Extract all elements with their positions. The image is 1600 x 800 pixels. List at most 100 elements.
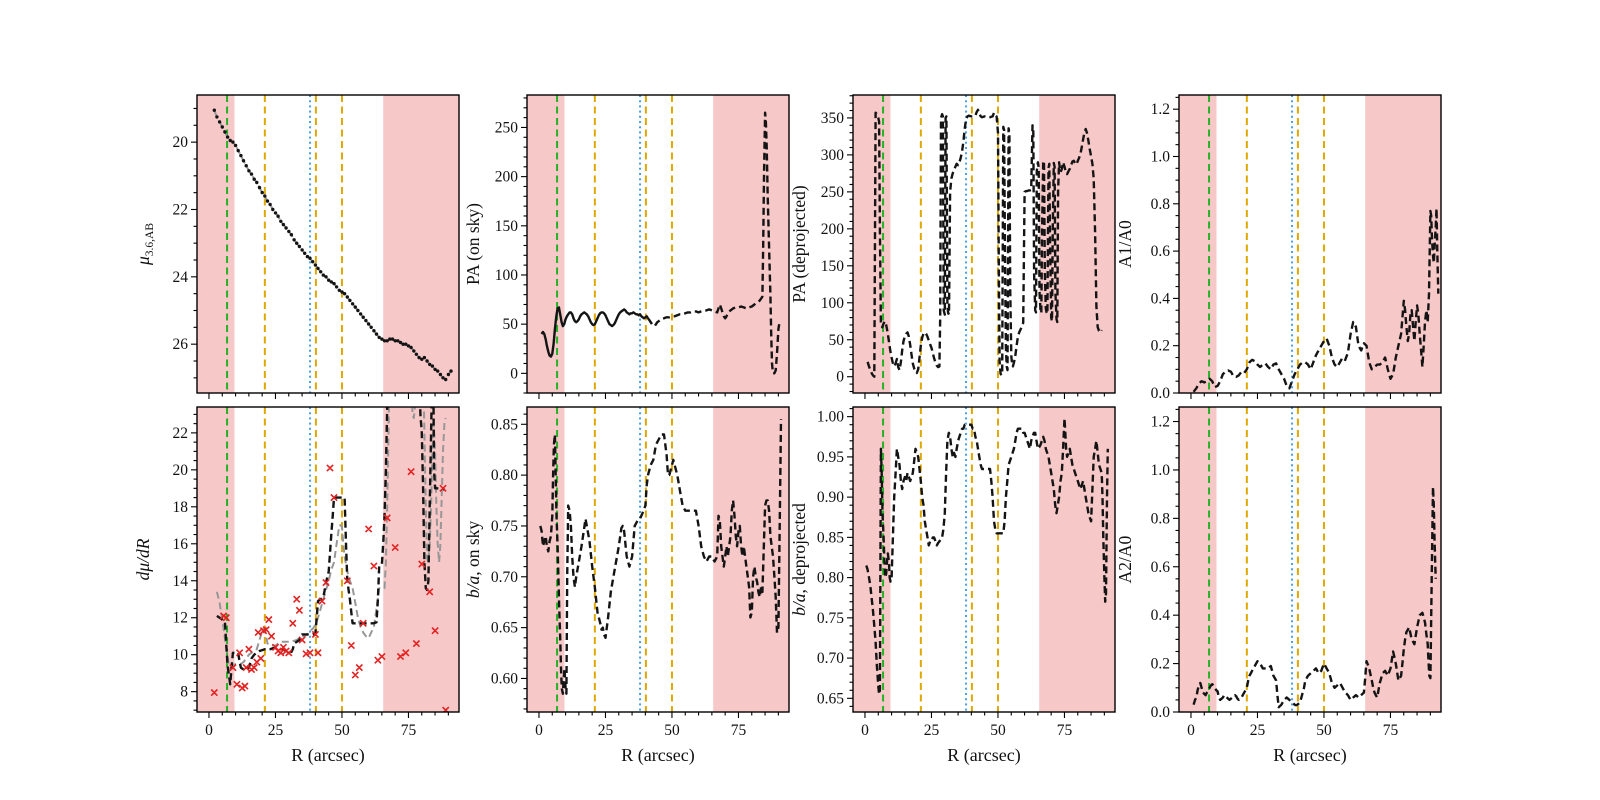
- series-pa-inner: [540, 306, 650, 358]
- plot-border: [526, 94, 790, 394]
- y-tick-label: 0.8: [1151, 510, 1171, 527]
- y-tick-label: 300: [821, 147, 845, 164]
- tick-labels: 8 10 12 14 16 18 20 22 0 25 50 75: [173, 425, 417, 739]
- x-tick-label: 75: [731, 722, 747, 739]
- masked-region-shading: [383, 407, 459, 712]
- y-tick-label: 150: [821, 258, 845, 275]
- y-axis-label: dμ/dR: [133, 538, 153, 580]
- x-tick-label: 25: [598, 722, 614, 739]
- x-tick-label: 50: [664, 722, 680, 739]
- series-pa-outer: [647, 111, 781, 375]
- x-tick-label: 0: [1187, 722, 1195, 739]
- y-tick-label: 0.65: [491, 620, 518, 637]
- y-tick-label: 22: [173, 201, 189, 218]
- y-tick-label: 1.2: [1151, 101, 1170, 118]
- axis-ticks: [847, 408, 1105, 718]
- series-ba-on-sky-profile: [539, 419, 783, 695]
- y-tick-label: 0: [510, 365, 518, 382]
- axis-ticks: [191, 413, 449, 718]
- masked-region-shading: [1179, 407, 1217, 712]
- y-tick-label: 0.0: [1151, 385, 1171, 402]
- y-tick-label: 50: [503, 316, 519, 333]
- y-tick-label: 0.2: [1151, 338, 1170, 355]
- y-tick-label: 10: [173, 647, 189, 664]
- masked-region-shading: [1365, 95, 1441, 393]
- y-axis-label: A2/A0: [1115, 535, 1135, 583]
- y-tick-label: 250: [821, 184, 845, 201]
- y-tick-label: 0.60: [491, 670, 518, 687]
- y-tick-label: 24: [173, 269, 189, 286]
- y-tick-label: 20: [173, 134, 189, 151]
- y-tick-label: 18: [173, 499, 189, 516]
- series-gradient-smoothed: [215, 407, 447, 669]
- x-axis-label: R (arcsec): [291, 745, 364, 766]
- y-tick-label: 250: [495, 119, 519, 136]
- masked-region-shading: [383, 95, 459, 393]
- y-tick-label: 0.4: [1151, 607, 1171, 624]
- y-axis-label: b/a, deprojected: [789, 503, 809, 616]
- masked-region-shading: [713, 95, 789, 393]
- y-axis-label: PA (on sky): [463, 203, 483, 285]
- x-tick-label: 50: [990, 722, 1006, 739]
- y-tick-label: 22: [173, 425, 189, 442]
- y-axis-label: A1/A0: [1115, 220, 1135, 268]
- series-ba-deprojected-profile: [865, 417, 1109, 696]
- masked-region-shading: [853, 95, 891, 393]
- tick-labels: 0.0 0.2 0.4 0.6 0.8 1.0 1.2: [1151, 101, 1171, 402]
- y-tick-label: 0.70: [491, 569, 518, 586]
- y-tick-label: 14: [173, 573, 189, 590]
- axis-ticks: [1173, 408, 1431, 718]
- y-tick-label: 0.70: [817, 650, 844, 667]
- panel-mu-gradient: 8 10 12 14 16 18 20 22 0 25 50 75 dμ/dR R (arcsec): [133, 406, 460, 766]
- y-tick-label: 0.4: [1151, 290, 1171, 307]
- y-tick-label: 0: [836, 369, 844, 386]
- x-axis-label: R (arcsec): [947, 745, 1020, 766]
- panel-ba-on-sky: 0.60 0.65 0.70 0.75 0.80 0.85 0 25 50 75 b/a, on s…: [463, 406, 790, 766]
- y-tick-label: 0.80: [817, 570, 844, 587]
- y-tick-label: 20: [173, 462, 189, 479]
- x-tick-label: 0: [861, 722, 869, 739]
- y-tick-label: 12: [173, 610, 189, 627]
- series-gradient-raw-points: [210, 464, 450, 712]
- y-tick-label: 1.0: [1151, 148, 1171, 165]
- y-tick-label: 150: [495, 218, 519, 235]
- tick-labels: 0 50 100 150 200 250 300 350: [821, 110, 845, 386]
- x-axis-label: R (arcsec): [1273, 745, 1346, 766]
- tick-labels: 0.65 0.70 0.75 0.80 0.85 0.90 0.95 1.00 0 25 50 75: [817, 409, 1073, 739]
- x-tick-label: 75: [1057, 722, 1073, 739]
- plot-border: [852, 406, 1116, 713]
- y-tick-label: 0.85: [817, 529, 844, 546]
- y-tick-label: 100: [495, 267, 519, 284]
- masked-region-shading: [1179, 95, 1217, 393]
- y-tick-label: 1.00: [817, 409, 844, 426]
- tick-labels: 20 22 24 26: [173, 134, 189, 353]
- masked-region-shading: [1039, 407, 1115, 712]
- y-tick-label: 350: [821, 110, 845, 127]
- x-tick-label: 25: [268, 722, 284, 739]
- series-gradient-profile: [216, 407, 446, 686]
- axis-ticks: [1173, 96, 1431, 399]
- axis-ticks: [191, 107, 449, 399]
- y-tick-label: 1.0: [1151, 462, 1171, 479]
- y-tick-label: 0.75: [817, 610, 844, 627]
- panel-ba-deprojected: 0.65 0.70 0.75 0.80 0.85 0.90 0.95 1.00 0 25 50 75 b…: [789, 406, 1116, 766]
- y-tick-label: 0.75: [491, 518, 518, 535]
- x-axis-label: R (arcsec): [621, 745, 694, 766]
- y-tick-label: 0.8: [1151, 196, 1171, 213]
- masked-region-shading: [197, 407, 235, 712]
- y-tick-label: 8: [180, 684, 188, 701]
- series-a2-a0-profile: [1192, 485, 1437, 709]
- y-tick-label: 200: [495, 169, 519, 186]
- x-tick-label: 75: [1383, 722, 1399, 739]
- y-tick-label: 0.95: [817, 449, 844, 466]
- x-tick-label: 25: [924, 722, 940, 739]
- plot-border: [196, 94, 460, 394]
- masked-region-shading: [527, 95, 565, 393]
- tick-labels: 0.60 0.65 0.70 0.75 0.80 0.85 0 25 50 75: [491, 416, 747, 739]
- y-tick-label: 26: [173, 336, 189, 353]
- panel-a1-a0: 0.0 0.2 0.4 0.6 0.8 1.0 1.2 A1/A0: [1115, 94, 1442, 402]
- y-tick-label: 50: [829, 332, 845, 349]
- y-tick-label: 0.65: [817, 690, 844, 707]
